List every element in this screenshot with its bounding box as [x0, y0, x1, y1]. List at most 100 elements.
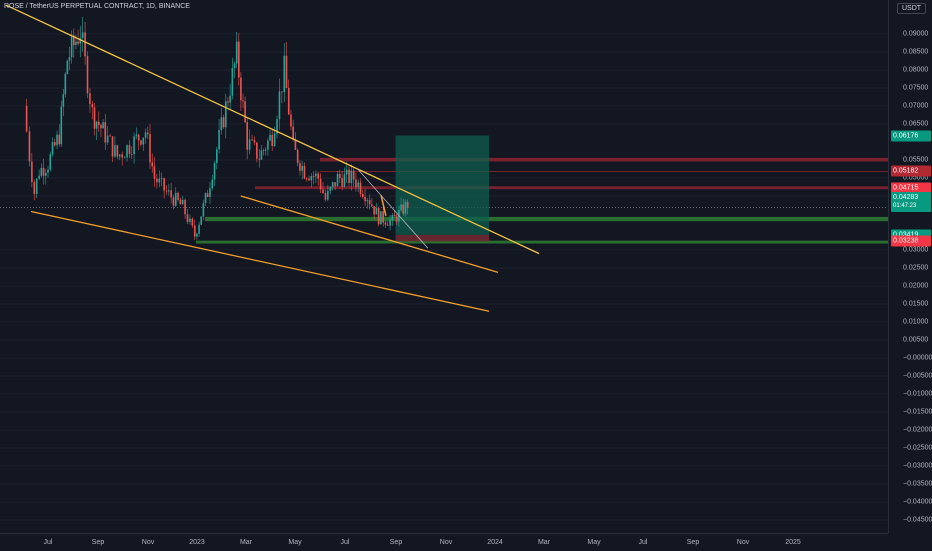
time-tick-label: Jul: [43, 539, 53, 546]
time-axis[interactable]: Jul Sep Nov 2023 Mar May Jul Sep Nov 2024 Mar May Ju…: [0, 533, 888, 551]
price-tick-label: 0.00500: [903, 336, 929, 344]
candle-body: [47, 169, 49, 173]
price-tick-label: −0.04000: [903, 498, 932, 506]
price-tick-label: 0.08500: [903, 48, 929, 56]
candle-body: [144, 132, 147, 138]
candle-body: [181, 199, 184, 205]
price-tick-label: 0.07500: [903, 84, 929, 92]
candle-body: [25, 106, 28, 132]
price-tick-label: 0.02000: [903, 282, 929, 290]
time-tick-label: 2024: [487, 539, 503, 546]
candle-body: [315, 173, 317, 177]
time-tick-label: Nov: [141, 539, 155, 546]
candle-body: [343, 174, 346, 187]
price-axis[interactable]: 0.09000 0.08500 0.08000 0.07500 0.07000 0.065…: [888, 0, 932, 533]
candle-body: [355, 179, 357, 187]
candle-body: [324, 193, 327, 200]
candle-body: [281, 91, 283, 93]
price-tick-label: −0.03500: [903, 480, 932, 488]
price-label: 0.05182: [891, 165, 931, 177]
candle-body: [126, 145, 128, 158]
candle-body: [260, 150, 263, 160]
support-lower-trendline: [30, 210, 490, 312]
candle-body: [312, 176, 315, 177]
candle-body: [253, 140, 256, 143]
candle-body: [310, 176, 313, 181]
candle-body: [233, 63, 236, 68]
candle-body: [238, 41, 240, 78]
candle-body: [229, 95, 231, 103]
short-downtrend-trendline: [357, 168, 429, 249]
price-tick-label: 0.07000: [903, 102, 929, 110]
candle-body: [267, 140, 269, 150]
price-chart[interactable]: [0, 0, 888, 533]
price-tick-label: 0.05500: [903, 156, 929, 164]
candle-body: [98, 121, 100, 126]
resistance-zone: [320, 157, 888, 162]
chart-title: ROSE / TetherUS PERPETUAL CONTRACT, 1D, …: [4, 3, 190, 10]
candle-body: [149, 134, 151, 163]
price-tick-label: 0.01500: [903, 300, 929, 308]
price-label-value: 0.05182: [893, 167, 919, 175]
candle-body: [222, 117, 225, 128]
price-tick-label: 0.06500: [903, 120, 929, 128]
candle-body: [336, 173, 339, 187]
candle-body: [373, 206, 375, 215]
support-zone: [196, 240, 888, 244]
candle-body: [51, 142, 54, 155]
time-tick-label: May: [288, 539, 302, 546]
price-tick-label: −0.04500: [903, 516, 932, 524]
candle-body: [224, 101, 227, 128]
candle-body: [406, 201, 409, 208]
candle-body: [56, 134, 58, 146]
candle-body: [308, 178, 310, 181]
candle-body: [81, 32, 84, 38]
candle-body: [345, 169, 348, 175]
time-tick-label: Nov: [439, 539, 453, 546]
candle-body: [361, 193, 364, 197]
candle-body: [213, 163, 216, 180]
candle-body: [172, 197, 175, 206]
candle-body: [189, 218, 191, 223]
candle-body: [329, 187, 332, 191]
candle-body: [193, 225, 196, 237]
candle-body: [366, 200, 369, 202]
price-tick-label: 0.09000: [903, 30, 929, 38]
price-tick-label: −0.01500: [903, 408, 932, 416]
time-tick-label: Sep: [389, 539, 403, 546]
candle-body: [400, 204, 402, 211]
candle-body: [128, 145, 131, 154]
candle-body: [231, 67, 234, 96]
candle-body: [404, 201, 407, 214]
price-label-value: 0.04715: [893, 184, 919, 192]
candle-body: [68, 57, 71, 61]
candle-body: [165, 190, 168, 192]
candle-body: [196, 233, 198, 237]
candle-body: [290, 114, 292, 127]
candle-body: [156, 178, 158, 183]
candle-body: [364, 196, 366, 202]
currency-button[interactable]: USDT: [897, 3, 927, 14]
candle-body: [327, 190, 329, 200]
candle-body: [402, 204, 405, 214]
candle-body: [64, 73, 67, 95]
candle-body: [77, 41, 79, 44]
candle-body: [198, 224, 200, 234]
candle-body: [163, 178, 165, 191]
candle-body: [142, 137, 145, 145]
candle-body: [153, 166, 156, 179]
candle-body: [264, 149, 267, 151]
time-tick-label: Sep: [686, 539, 700, 546]
candle-body: [130, 153, 133, 155]
candle-body: [319, 178, 322, 190]
price-label-value: 0.06176: [893, 132, 919, 140]
candle-body: [271, 134, 273, 146]
candle-body: [84, 32, 86, 57]
candle-body: [246, 122, 248, 150]
candle-body: [202, 203, 205, 217]
chart-area[interactable]: ROSE / TetherUS PERPETUAL CONTRACT, 1D, …: [0, 0, 888, 533]
candle-body: [114, 145, 116, 157]
candle-body: [248, 139, 251, 150]
candle-body: [35, 178, 38, 194]
resistance-zone: [255, 186, 888, 190]
